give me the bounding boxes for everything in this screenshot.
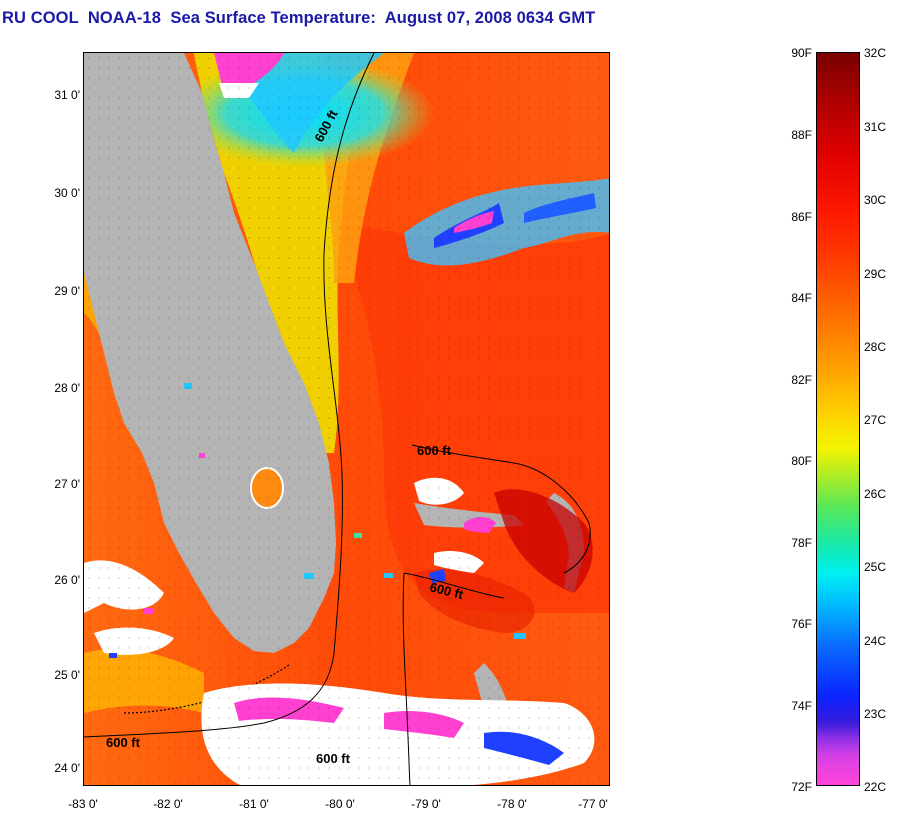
lon-tick-82: -82 0' bbox=[153, 797, 183, 811]
lat-tick-27: 27 0' bbox=[54, 477, 80, 491]
graticule-dots bbox=[84, 53, 609, 785]
colorbar-label-72f: 72F bbox=[791, 780, 812, 794]
lat-tick-25: 25 0' bbox=[54, 668, 80, 682]
map-title: RU COOL NOAA-18 Sea Surface Temperature:… bbox=[2, 9, 596, 27]
colorbar-label-30c: 30C bbox=[864, 193, 887, 207]
colorbar-label-80f: 80F bbox=[791, 454, 812, 468]
contour-label-keys: 600 ft bbox=[106, 735, 141, 750]
contour-label-bahamas-north: 600 ft bbox=[417, 443, 452, 458]
lat-tick-30: 30 0' bbox=[54, 186, 80, 200]
lon-tick-83: -83 0' bbox=[68, 797, 98, 811]
colorbar-label-78f: 78F bbox=[791, 536, 812, 550]
lat-tick-26: 26 0' bbox=[54, 573, 80, 587]
colorbar-label-76f: 76F bbox=[791, 617, 812, 631]
temperature-colorbar bbox=[816, 52, 860, 786]
colorbar-label-27c: 27C bbox=[864, 413, 887, 427]
colorbar-label-22c: 22C bbox=[864, 780, 887, 794]
colorbar-label-29c: 29C bbox=[864, 267, 887, 281]
contour-label-south: 600 ft bbox=[316, 751, 351, 766]
colorbar-label-23c: 23C bbox=[864, 707, 887, 721]
colorbar-label-28c: 28C bbox=[864, 340, 887, 354]
colorbar-label-82f: 82F bbox=[791, 373, 812, 387]
sst-map: 600 ft 600 ft 600 ft 600 ft 600 ft bbox=[83, 52, 610, 786]
lat-tick-31: 31 0' bbox=[54, 88, 80, 102]
colorbar-label-32c: 32C bbox=[864, 46, 887, 60]
lon-tick-78: -78 0' bbox=[497, 797, 527, 811]
lon-tick-79: -79 0' bbox=[411, 797, 441, 811]
lon-tick-77: -77 0' bbox=[578, 797, 608, 811]
lat-tick-29: 29 0' bbox=[54, 284, 80, 298]
colorbar-label-74f: 74F bbox=[791, 699, 812, 713]
colorbar-label-90f: 90F bbox=[791, 46, 812, 60]
isobath-600ft bbox=[84, 53, 591, 785]
colorbar-label-86f: 86F bbox=[791, 210, 812, 224]
colorbar-label-26c: 26C bbox=[864, 487, 887, 501]
lon-tick-81: -81 0' bbox=[239, 797, 269, 811]
lon-tick-80: -80 0' bbox=[325, 797, 355, 811]
lat-tick-28: 28 0' bbox=[54, 381, 80, 395]
colorbar-label-24c: 24C bbox=[864, 634, 887, 648]
colorbar-label-25c: 25C bbox=[864, 560, 887, 574]
colorbar-label-31c: 31C bbox=[864, 120, 887, 134]
lat-tick-24: 24 0' bbox=[54, 761, 80, 775]
colorbar-label-84f: 84F bbox=[791, 291, 812, 305]
colorbar-label-88f: 88F bbox=[791, 128, 812, 142]
